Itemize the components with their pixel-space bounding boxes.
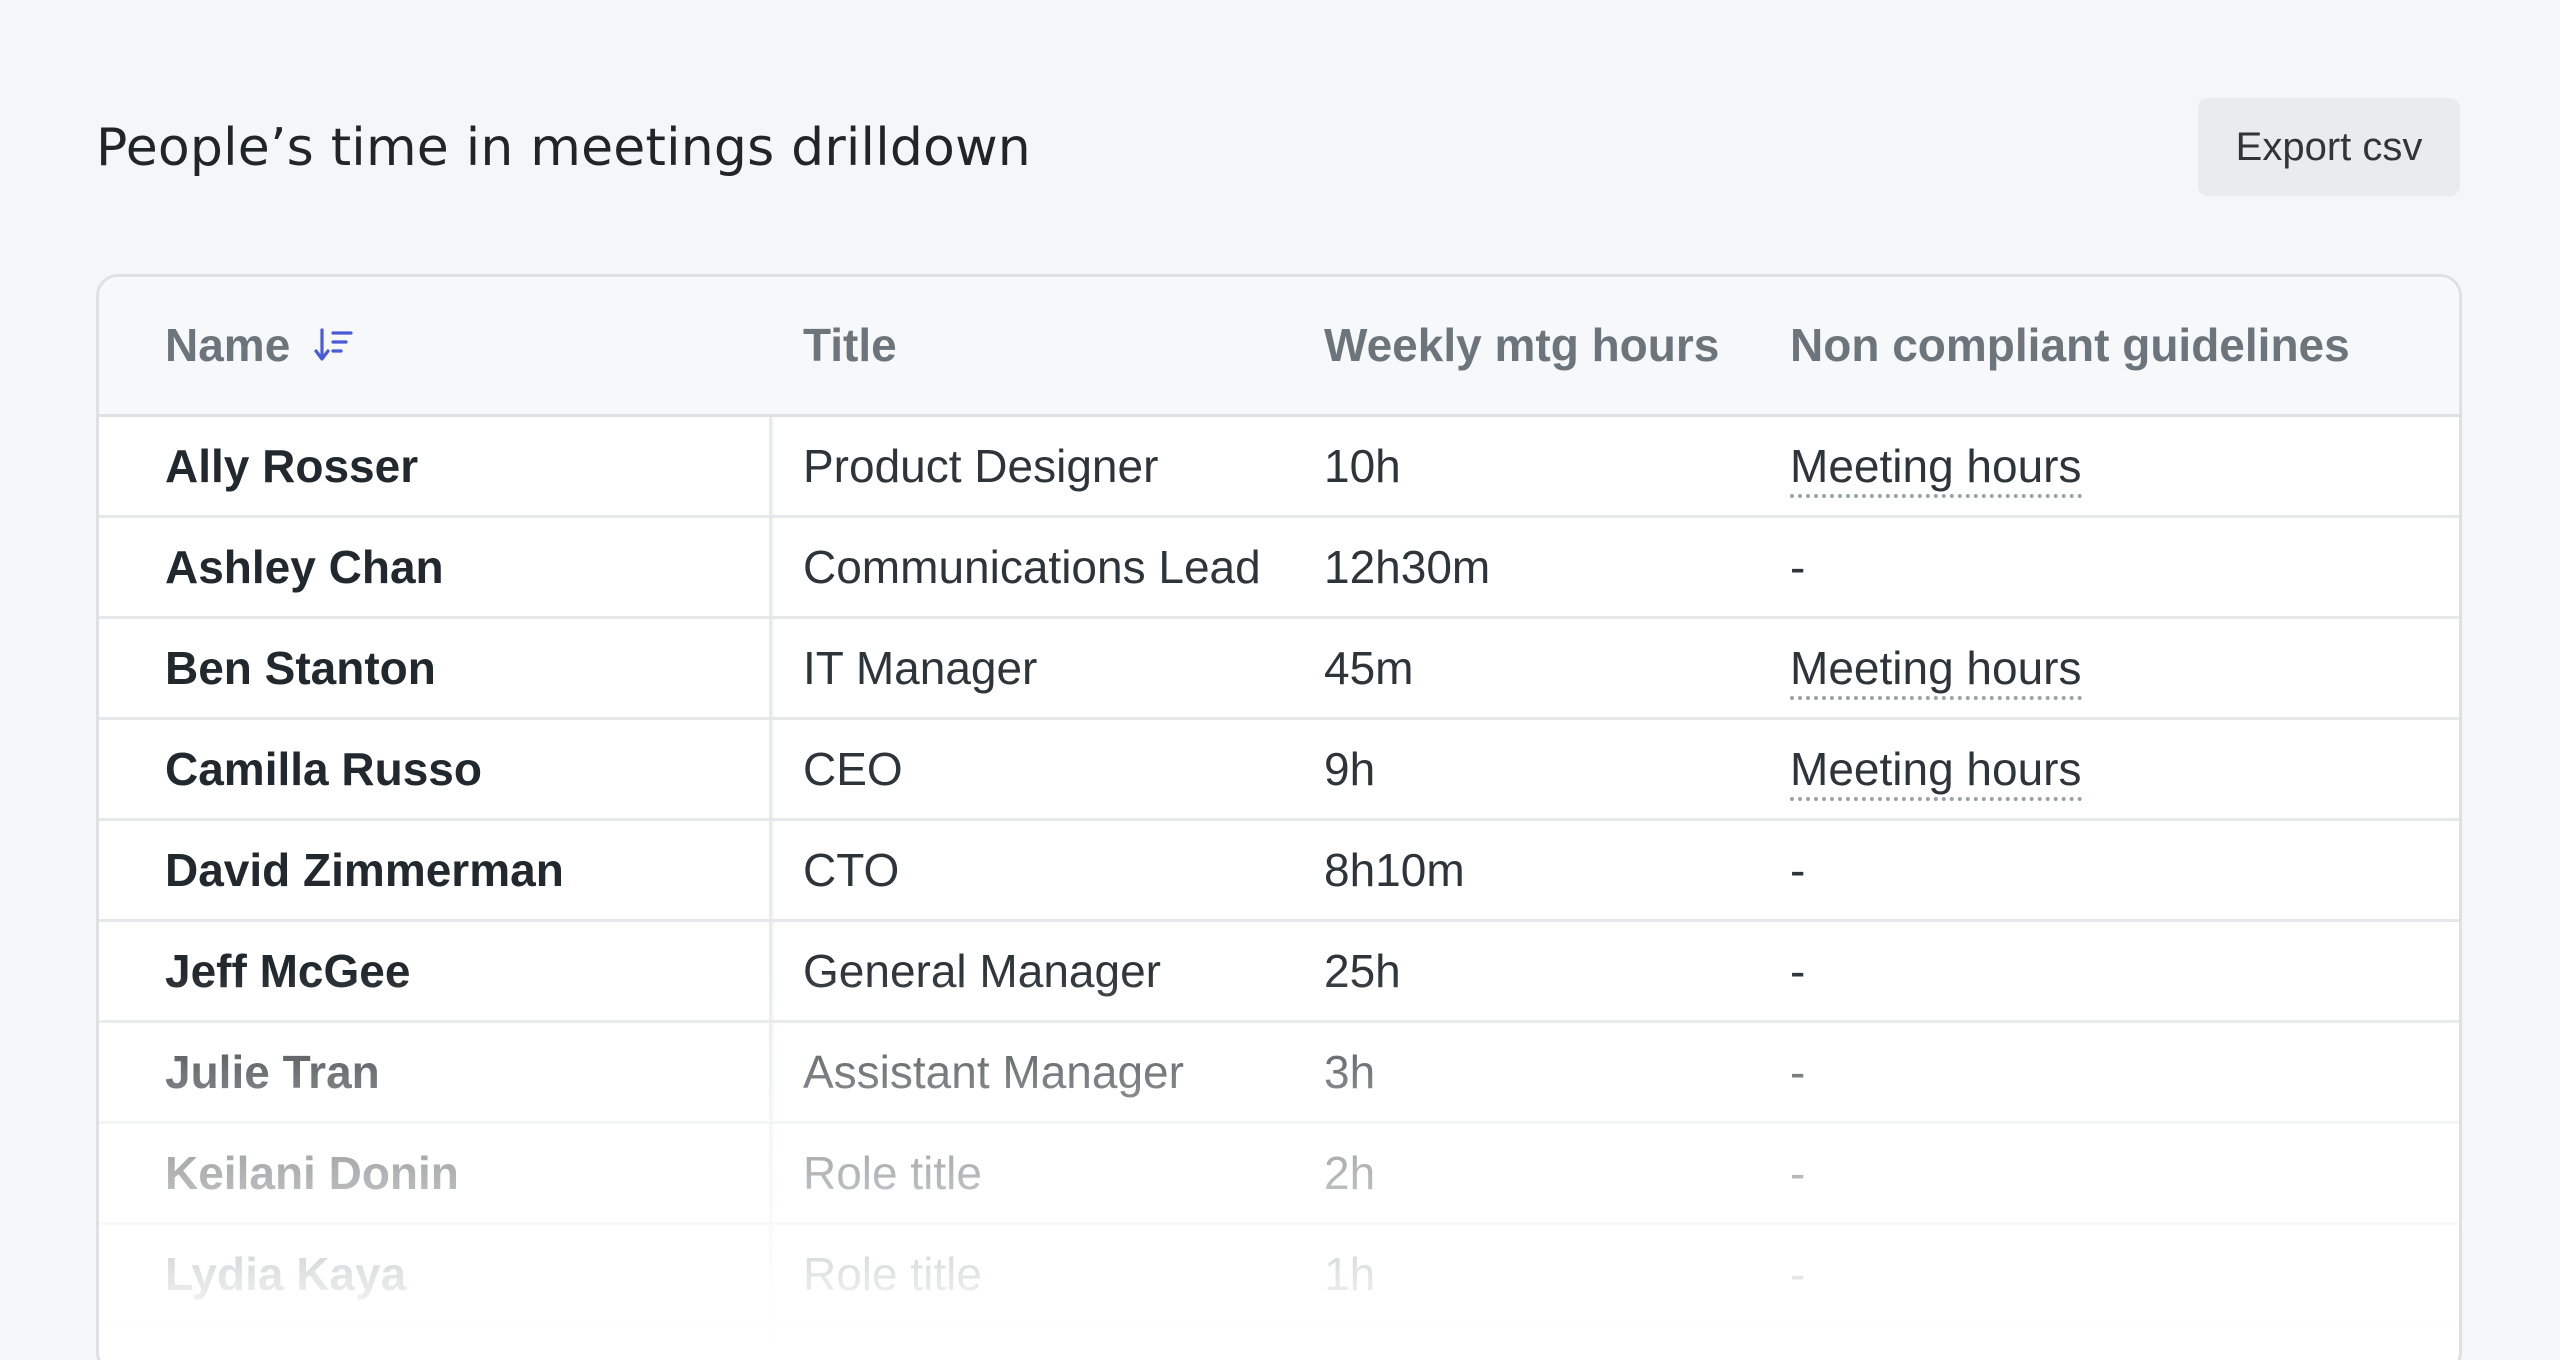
- cell-non-compliant: -: [1790, 1147, 1806, 1199]
- cell-weekly-hours: 3h: [1324, 1046, 1376, 1098]
- cell-title: CEO: [803, 743, 903, 795]
- cell-weekly-hours: 45m: [1324, 642, 1414, 694]
- table-row[interactable]: Jeff McGee General Manager 25h -: [99, 922, 2459, 1023]
- cell-title: Assistant Manager: [803, 1046, 1184, 1098]
- table-row[interactable]: Lydia Kaya Role title 1h -: [99, 1225, 2459, 1326]
- cell-non-compliant: -: [1790, 1248, 1806, 1300]
- table-row[interactable]: Keilani Donin Role title 2h -: [99, 1124, 2459, 1225]
- cell-name: Julie Tran: [165, 1046, 380, 1098]
- table-row[interactable]: Camilla Russo CEO 9h Meeting hours: [99, 720, 2459, 821]
- non-compliant-link[interactable]: Meeting hours: [1790, 743, 2082, 801]
- cell-non-compliant: -: [1790, 844, 1806, 896]
- non-compliant-link[interactable]: Meeting hours: [1790, 642, 2082, 700]
- cell-name: Jeff McGee: [165, 945, 411, 997]
- cell-weekly-hours: 2h: [1324, 1147, 1376, 1199]
- cell-weekly-hours: 1h: [1324, 1248, 1376, 1300]
- cell-weekly-hours: 10h: [1324, 440, 1401, 492]
- cell-non-compliant: -: [1790, 541, 1806, 593]
- cell-name: Lydia Kaya: [165, 1248, 407, 1300]
- table-row[interactable]: Ben Stanton IT Manager 45m Meeting hours: [99, 619, 2459, 720]
- cell-non-compliant: Meeting hours: [1790, 417, 2082, 515]
- cell-name: Ben Stanton: [165, 642, 436, 694]
- cell-non-compliant: -: [1790, 1046, 1806, 1098]
- cell-title: IT Manager: [803, 642, 1038, 694]
- sort-descending-icon[interactable]: [313, 325, 355, 367]
- table-header: Name Title Weekly mtg hours Non complian…: [99, 277, 2459, 417]
- table-body: Ally Rosser Product Designer 10h Meeting…: [99, 417, 2459, 1326]
- table-row[interactable]: Ashley Chan Communications Lead 12h30m -: [99, 518, 2459, 619]
- cell-non-compliant: -: [1790, 945, 1806, 997]
- cell-title: Product Designer: [803, 440, 1159, 492]
- cell-name: Ally Rosser: [165, 440, 419, 492]
- cell-name: Ashley Chan: [165, 541, 444, 593]
- table-row[interactable]: Ally Rosser Product Designer 10h Meeting…: [99, 417, 2459, 518]
- header-name[interactable]: Name: [165, 319, 291, 371]
- cell-weekly-hours: 8h10m: [1324, 844, 1465, 896]
- cell-non-compliant: Meeting hours: [1790, 720, 2082, 818]
- cell-title: Communications Lead: [803, 541, 1261, 593]
- non-compliant-link[interactable]: Meeting hours: [1790, 440, 2082, 498]
- header-title[interactable]: Title: [803, 319, 897, 371]
- header-non-compliant-guidelines[interactable]: Non compliant guidelines: [1790, 319, 2350, 371]
- cell-non-compliant: Meeting hours: [1790, 619, 2082, 717]
- cell-name: Camilla Russo: [165, 743, 482, 795]
- people-table: Name Title Weekly mtg hours Non complian…: [96, 274, 2462, 1360]
- export-csv-button[interactable]: Export csv: [2198, 98, 2460, 196]
- cell-title: Role title: [803, 1248, 982, 1300]
- cell-title: General Manager: [803, 945, 1161, 997]
- cell-name: Keilani Donin: [165, 1147, 459, 1199]
- table-row[interactable]: David Zimmerman CTO 8h10m -: [99, 821, 2459, 922]
- cell-weekly-hours: 9h: [1324, 743, 1376, 795]
- cell-weekly-hours: 12h30m: [1324, 541, 1491, 593]
- page-title: People’s time in meetings drilldown: [96, 118, 1031, 178]
- cell-name: David Zimmerman: [165, 844, 564, 896]
- header-weekly-mtg-hours[interactable]: Weekly mtg hours: [1324, 319, 1720, 371]
- table-row[interactable]: Julie Tran Assistant Manager 3h -: [99, 1023, 2459, 1124]
- cell-title: CTO: [803, 844, 900, 896]
- cell-title: Role title: [803, 1147, 982, 1199]
- cell-weekly-hours: 25h: [1324, 945, 1401, 997]
